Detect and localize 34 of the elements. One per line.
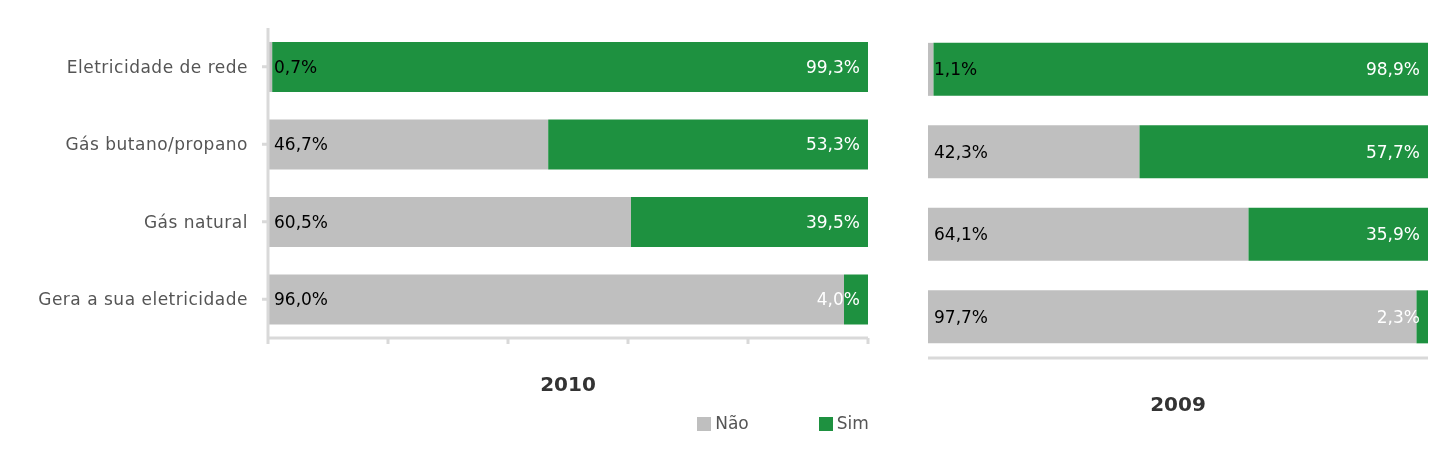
bar xyxy=(928,207,1249,261)
y-tick-label: Eletricidade de rede xyxy=(66,56,248,77)
bar xyxy=(548,119,868,170)
bar xyxy=(928,42,934,96)
data-label: 97,7% xyxy=(934,306,989,327)
data-label: 57,7% xyxy=(1365,141,1420,162)
bar xyxy=(1139,125,1428,179)
bar xyxy=(928,125,1140,179)
x-axis-title: 2010 xyxy=(540,372,596,396)
data-label: 64,1% xyxy=(934,224,989,245)
bar xyxy=(928,290,1417,344)
y-tick-label: Gás natural xyxy=(143,211,248,232)
data-label: 53,3% xyxy=(805,134,860,155)
data-label: 60,5% xyxy=(274,211,329,232)
bar xyxy=(268,119,549,170)
data-label: 35,9% xyxy=(1365,224,1420,245)
bar xyxy=(1248,207,1428,261)
x-axis-title: 2009 xyxy=(1150,392,1206,416)
data-label: 1,1% xyxy=(934,59,978,80)
data-label: 0,7% xyxy=(274,56,318,77)
data-label: 46,7% xyxy=(274,134,329,155)
data-label: 98,9% xyxy=(1365,59,1420,80)
bar xyxy=(268,196,631,247)
legend-label: Não xyxy=(715,413,749,433)
data-label: 39,5% xyxy=(805,211,860,232)
data-label: 99,3% xyxy=(805,56,860,77)
bar xyxy=(272,41,868,92)
legend-label: Sim xyxy=(836,413,869,433)
data-label: 42,3% xyxy=(934,141,989,162)
y-tick-label: Gera a sua eletricidade xyxy=(38,289,248,310)
bar xyxy=(631,196,868,247)
data-label: 96,0% xyxy=(274,289,329,310)
y-tick-label: Gás butano/propano xyxy=(65,134,248,155)
bar xyxy=(933,42,1428,96)
